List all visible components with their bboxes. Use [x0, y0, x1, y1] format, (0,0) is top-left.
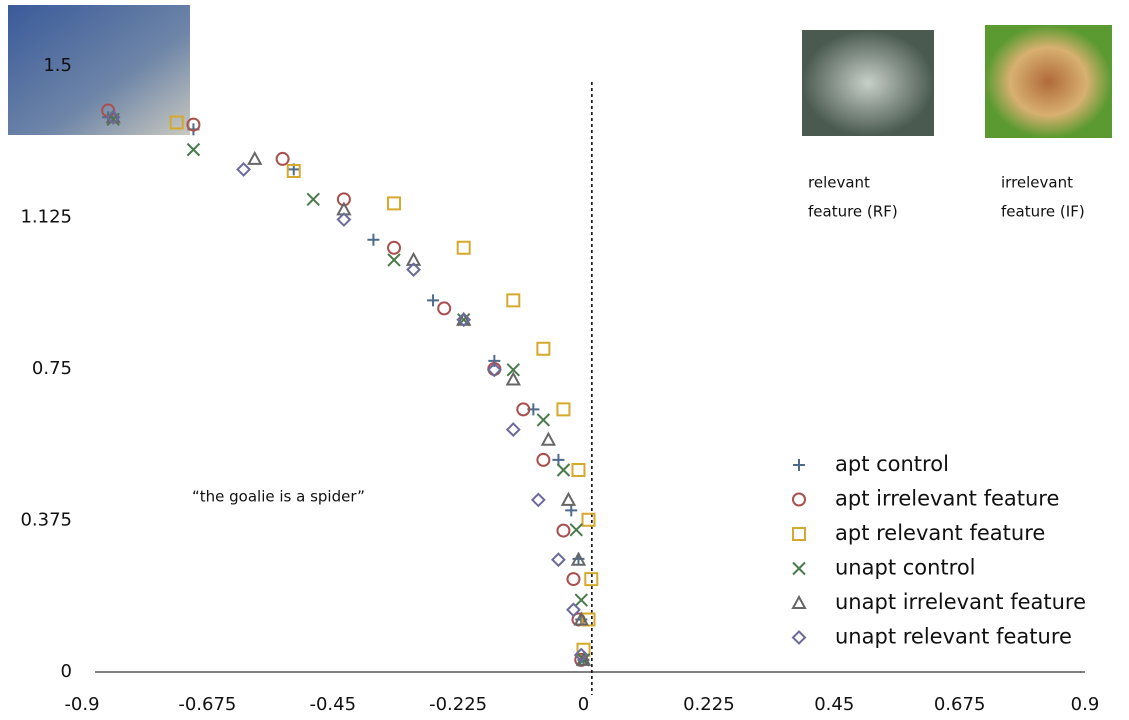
marker: [551, 552, 566, 568]
legend-marker: [791, 594, 807, 609]
spider-photo: [985, 25, 1112, 138]
x-tick-label: 0.675: [934, 694, 986, 715]
y-tick-label: 1.5: [43, 55, 72, 76]
marker: [573, 647, 589, 663]
marker: [186, 117, 201, 132]
marker: [236, 162, 252, 177]
marker: [427, 294, 440, 307]
legend-label: unapt control: [835, 556, 976, 580]
marker: [186, 142, 201, 157]
y-tick-label: 0: [61, 661, 72, 682]
legend-marker: [792, 561, 806, 576]
marker: [574, 593, 588, 607]
marker: [565, 504, 578, 517]
marker: [506, 293, 521, 308]
marker: [275, 151, 290, 166]
legend-label: apt irrelevant feature: [835, 487, 1059, 511]
legend-label: apt relevant feature: [835, 521, 1045, 545]
spider-web-photo: [802, 30, 934, 136]
x-tick-label: -0.675: [178, 694, 236, 715]
y-tick-label: 1.125: [20, 207, 72, 228]
caption: feature (RF): [808, 203, 898, 221]
marker: [540, 431, 557, 446]
marker: [571, 463, 586, 477]
marker: [367, 233, 380, 246]
marker: [506, 363, 520, 377]
marker: [456, 240, 471, 255]
legend-marker: [791, 630, 807, 645]
annotation: “the goalie is a spider”: [192, 488, 365, 506]
marker: [556, 402, 571, 417]
marker: [486, 362, 502, 378]
marker: [566, 602, 581, 618]
legend-marker: [792, 527, 806, 541]
marker: [437, 301, 452, 316]
marker: [536, 341, 551, 356]
marker: [105, 109, 121, 125]
x-tick-label: -0.9: [64, 694, 99, 715]
marker: [387, 240, 402, 255]
marker: [247, 150, 263, 165]
legend-label: apt control: [835, 452, 949, 476]
marker: [556, 523, 571, 538]
marker: [560, 491, 577, 506]
marker: [536, 413, 551, 427]
x-tick-label: -0.45: [309, 694, 356, 715]
marker: [536, 452, 551, 467]
marker: [556, 463, 571, 477]
caption: irrelevant: [1001, 174, 1073, 192]
y-tick-label: 0.75: [32, 358, 72, 379]
marker: [569, 523, 583, 537]
x-tick-label: 0: [578, 694, 589, 715]
marker: [387, 253, 401, 267]
marker: [169, 115, 184, 130]
legend-label: unapt irrelevant feature: [835, 590, 1086, 614]
legend-marker: [792, 492, 806, 507]
goalie-photo: [8, 5, 190, 135]
marker: [387, 196, 402, 211]
marker: [573, 611, 589, 626]
marker: [570, 551, 587, 566]
x-tick-label: 0.225: [683, 694, 735, 715]
caption: relevant: [808, 174, 870, 192]
x-tick-label: 0.45: [814, 694, 854, 715]
marker: [456, 312, 472, 328]
caption: feature (IF): [1001, 203, 1085, 221]
x-tick-label: 0.9: [1071, 694, 1100, 715]
marker: [516, 402, 531, 417]
x-tick-label: -0.225: [429, 694, 487, 715]
marker: [566, 572, 581, 587]
marker: [306, 192, 320, 207]
marker: [530, 492, 546, 508]
legend-marker: [793, 459, 805, 471]
legend-label: unapt relevant feature: [835, 625, 1072, 649]
marker: [581, 612, 596, 627]
marker: [505, 422, 521, 438]
marker: [584, 572, 599, 587]
marker: [406, 262, 421, 278]
marker: [336, 212, 352, 227]
marker: [581, 512, 596, 527]
marker: [286, 164, 301, 179]
marker: [505, 371, 521, 386]
y-tick-label: 0.375: [20, 510, 72, 531]
